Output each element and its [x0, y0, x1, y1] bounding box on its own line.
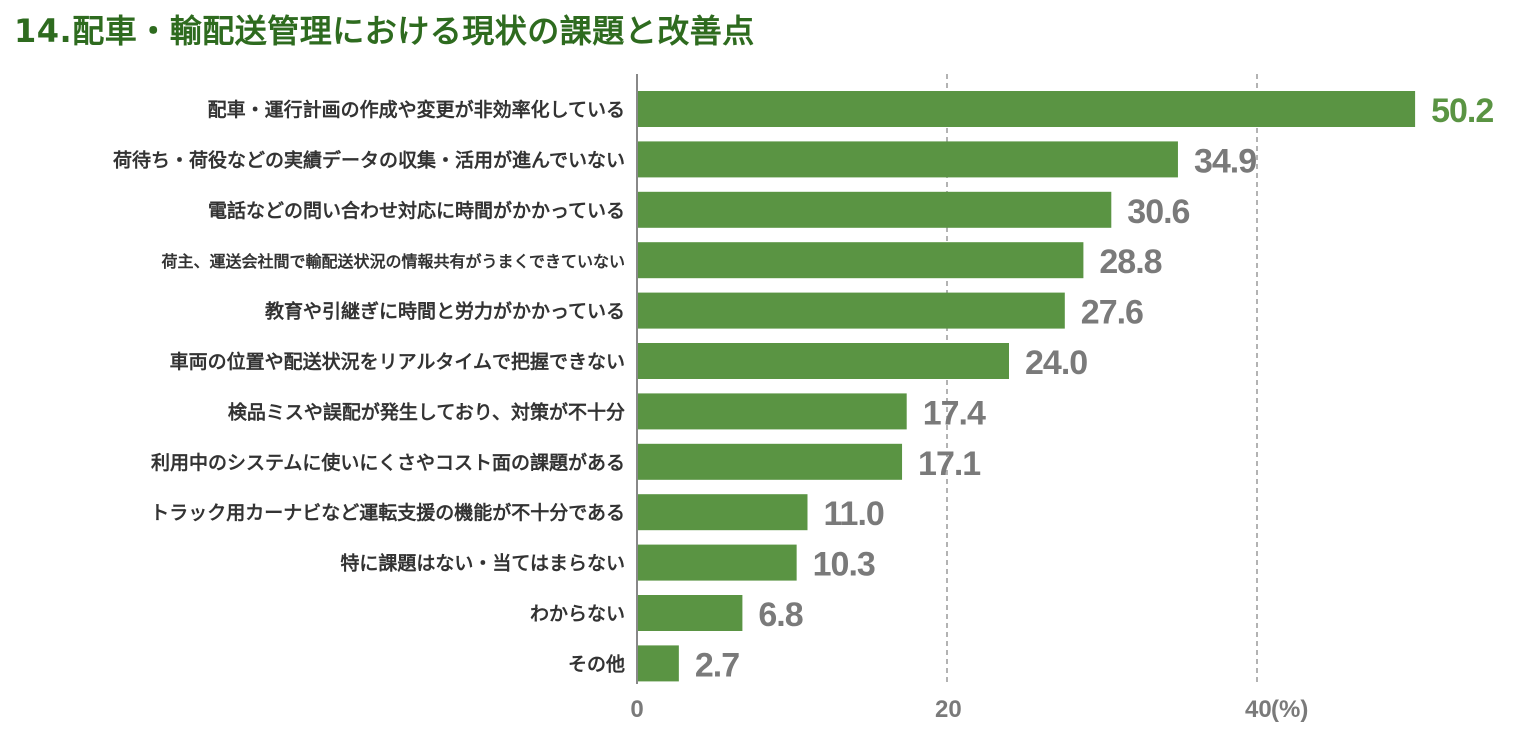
category-label-2: 電話などの問い合わせ対応に時間がかかっている [208, 199, 625, 222]
bar-0 [637, 91, 1416, 127]
category-label-10: わからない [530, 603, 625, 625]
x-axis-ticks: 0 20 40 (%) [630, 696, 1308, 723]
category-label-0: 配車・運行計画の作成や変更が非効率化している [208, 98, 625, 121]
bar-9 [637, 544, 797, 581]
tick-label-0: 0 [630, 696, 643, 723]
bar-8 [637, 494, 808, 531]
value-label-2: 30.6 [1127, 193, 1189, 231]
bar-6 [637, 393, 907, 430]
category-label-11: その他 [568, 652, 625, 675]
category-labels: 配車・運行計画の作成や変更が非効率化している荷待ち・荷役などの実績データの収集・… [113, 98, 625, 675]
tick-label-40: 40 [1245, 696, 1272, 723]
value-label-9: 10.3 [813, 546, 875, 584]
value-label-4: 27.6 [1081, 294, 1143, 332]
axis-unit-label: (%) [1271, 696, 1308, 723]
bar-11 [637, 645, 679, 682]
bar-7 [637, 443, 903, 480]
value-label-8: 11.0 [824, 495, 884, 533]
tick-label-20: 20 [935, 696, 962, 723]
category-label-6: 検品ミスや誤配が発生しており、対策が不十分 [228, 400, 625, 423]
bar-10 [637, 595, 743, 631]
bar-5 [637, 343, 1009, 379]
value-label-3: 28.8 [1099, 243, 1161, 281]
value-label-6: 17.4 [923, 394, 986, 432]
bar-2 [637, 191, 1112, 228]
bars [637, 91, 1416, 682]
value-label-10: 6.8 [758, 596, 802, 634]
bar-1 [637, 141, 1178, 178]
value-label-5: 24.0 [1025, 344, 1087, 382]
category-label-9: 特に課題はない・当てはまらない [340, 552, 625, 575]
chart-title: 14.配車・輸配送管理における現状の課題と改善点 [14, 12, 755, 50]
category-label-3: 荷主、運送会社間で輸配送状況の情報共有がうまくできていない [161, 252, 625, 271]
bar-3 [637, 242, 1084, 279]
category-label-4: 教育や引継ぎに時間と労力がかかっている [265, 300, 625, 323]
category-label-5: 車両の位置や配送状況をリアルタイムで把握できない [170, 350, 625, 373]
category-label-7: 利用中のシステムに使いにくさやコスト面の課題がある [151, 451, 625, 474]
value-label-11: 2.7 [695, 646, 739, 684]
category-label-8: トラック用カーナビなど運転支援の機能が不十分である [150, 501, 625, 524]
value-label-0: 50.2 [1431, 92, 1493, 130]
value-labels: 50.2 34.930.6 28.8 27.6 24.0 17.4 17.1 11.0 10.3… [695, 92, 1495, 684]
bar-4 [637, 292, 1065, 329]
category-label-1: 荷待ち・荷役などの実績データの収集・活用が進んでいない [113, 148, 625, 171]
value-label-1: 34.9 [1194, 142, 1256, 180]
value-label-7: 17.1 [918, 445, 980, 483]
